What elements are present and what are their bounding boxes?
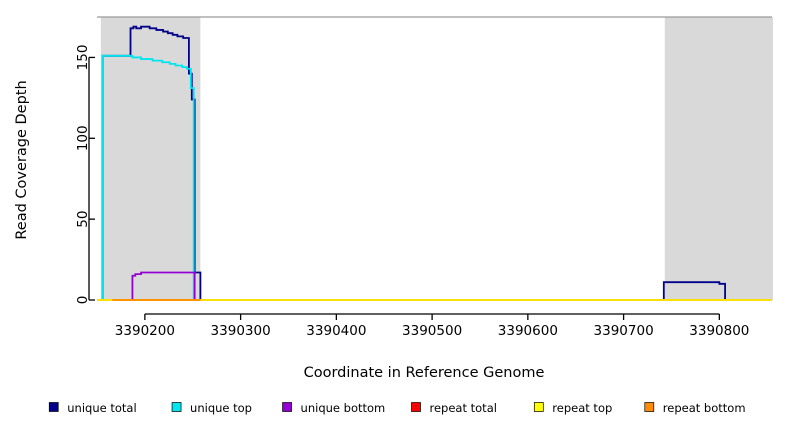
data-series-group (97, 25, 772, 301)
y-axis: 0 50 100 150 (75, 45, 95, 305)
legend-swatch-repeat-bottom (644, 402, 655, 412)
y-tick-label-50: 50 (75, 211, 91, 228)
legend-swatch-unique-bottom (282, 402, 292, 412)
legend-label-unique-total: unique total (67, 401, 136, 415)
x-tick-label-3390300: 3390300 (211, 323, 271, 339)
x-tick-label-3390600: 3390600 (498, 323, 558, 339)
legend-label-repeat-total: repeat total (430, 401, 497, 415)
y-tick-label-150: 150 (75, 45, 91, 71)
legend-swatch-unique-total (48, 402, 59, 412)
feature-region-left (100, 17, 201, 300)
x-tick-label-3390200: 3390200 (115, 323, 175, 339)
feature-region-right (664, 17, 773, 300)
x-tick-label-3390800: 3390800 (689, 323, 749, 339)
legend-label-unique-top: unique top (190, 401, 252, 415)
y-axis-title: Read Coverage Depth (14, 80, 30, 239)
legend-swatch-unique-top (171, 402, 182, 412)
x-axis: 3390200 3390300 3390400 3390500 3390600 33907… (115, 313, 749, 339)
chart-legend: unique total unique top unique bottom repea… (48, 401, 746, 415)
series-unique-top (97, 54, 772, 301)
legend-label-unique-bottom: unique bottom (301, 401, 386, 415)
shaded-feature-regions (100, 17, 773, 300)
legend-swatch-repeat-top (533, 402, 544, 412)
legend-swatch-repeat-total (411, 402, 421, 412)
y-tick-label-100: 100 (75, 125, 91, 151)
series-unique-bottom (97, 271, 772, 301)
x-tick-label-3390500: 3390500 (402, 323, 462, 339)
x-tick-label-3390400: 3390400 (306, 323, 366, 339)
x-tick-label-3390700: 3390700 (594, 323, 654, 339)
legend-label-repeat-bottom: repeat bottom (663, 401, 746, 415)
legend-label-repeat-top: repeat top (552, 401, 612, 415)
x-axis-title: Coordinate in Reference Genome (304, 365, 545, 381)
y-tick-label-0: 0 (75, 296, 91, 305)
